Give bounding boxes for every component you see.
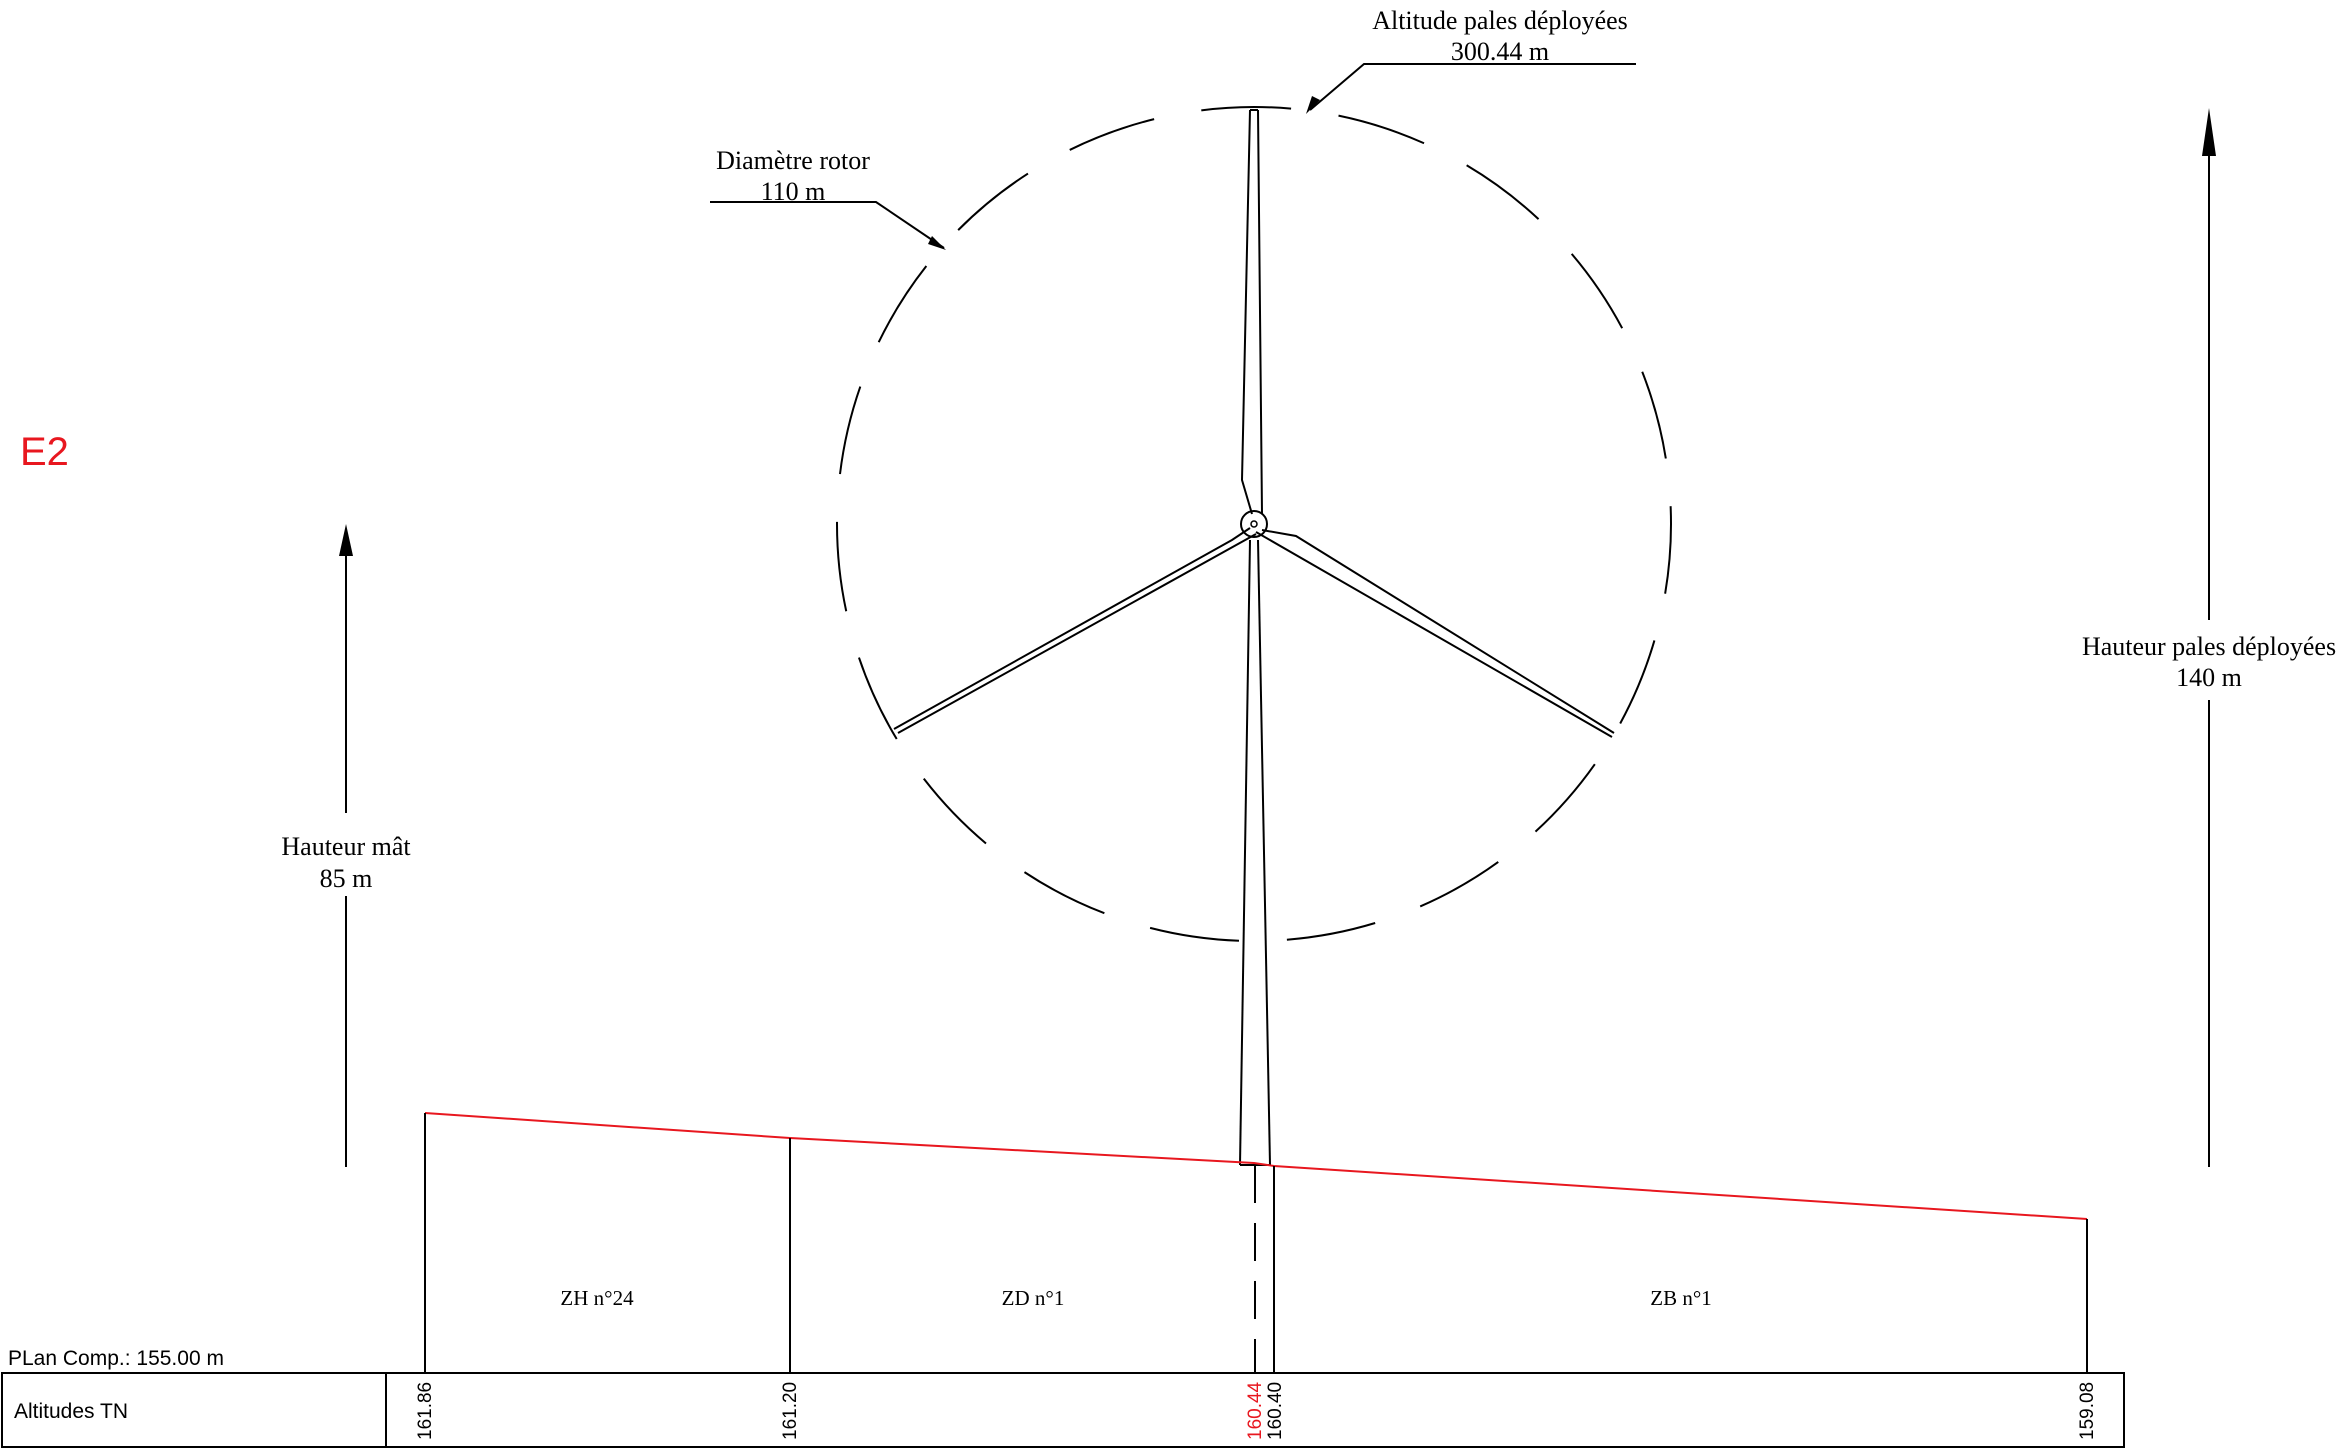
altitude-value-turbine: 160.44 xyxy=(1245,1381,1266,1440)
mast-height-dimension: Hauteur mât 85 m xyxy=(281,524,411,1167)
rotor-diameter-leader-arrow xyxy=(928,236,946,250)
parcel-label-zh24: ZH n°24 xyxy=(560,1286,634,1310)
turbine-blades xyxy=(893,109,1615,738)
mast-height-arrow xyxy=(339,524,353,556)
rotor-diameter-annotation: Diamètre rotor 110 m xyxy=(710,146,946,250)
tower-left-edge xyxy=(1239,539,1251,1166)
altitude-value-2: 161.20 xyxy=(780,1382,801,1440)
hub-center xyxy=(1250,520,1258,528)
blades-height-arrow xyxy=(2202,108,2216,156)
altitude-annotation: Altitude pales déployées 300.44 m xyxy=(1306,6,1636,114)
rotor-diameter-leader-line xyxy=(710,201,945,249)
rotor-hub xyxy=(1240,510,1268,538)
blade-top xyxy=(1240,109,1263,515)
terrain-profile xyxy=(424,1112,2088,1220)
rotor-diameter-label: Diamètre rotor xyxy=(716,146,870,175)
altitudes-row-label: Altitudes TN xyxy=(14,1400,128,1423)
parcel-label-zb1: ZB n°1 xyxy=(1650,1286,1711,1310)
altitude-value: 300.44 m xyxy=(1451,37,1549,66)
station-lines xyxy=(424,1113,2088,1373)
blades-height-value: 140 m xyxy=(2176,663,2242,692)
parcel-label-zd1: ZD n°1 xyxy=(1002,1286,1065,1310)
rotor-circle xyxy=(836,106,1672,942)
blades-height-label: Hauteur pales déployées xyxy=(2082,632,2336,661)
altitude-leader-line xyxy=(1309,63,1636,111)
tower-right-edge xyxy=(1257,539,1271,1166)
altitude-value-1: 161.86 xyxy=(415,1382,436,1440)
blade-left xyxy=(893,527,1257,734)
altitude-value-3: 160.40 xyxy=(1265,1382,1286,1440)
altitudes-table: Altitudes TN 161.86 161.20 160.44 160.40… xyxy=(1,1372,2125,1448)
altitude-leader-arrow xyxy=(1306,96,1320,114)
blades-height-dimension: Hauteur pales déployées 140 m xyxy=(2082,108,2336,1167)
altitude-value-4: 159.08 xyxy=(2077,1382,2098,1440)
reference-plane-label: PLan Comp.: 155.00 m xyxy=(8,1347,224,1370)
mast-height-value: 85 m xyxy=(320,864,373,893)
altitudes-table-border xyxy=(1,1372,2125,1448)
altitude-label: Altitude pales déployées xyxy=(1372,6,1628,35)
blade-right xyxy=(1255,529,1615,738)
site-label: E2 xyxy=(20,430,69,474)
mast-height-label: Hauteur mât xyxy=(281,832,411,861)
turbine-tower xyxy=(1239,539,1271,1166)
